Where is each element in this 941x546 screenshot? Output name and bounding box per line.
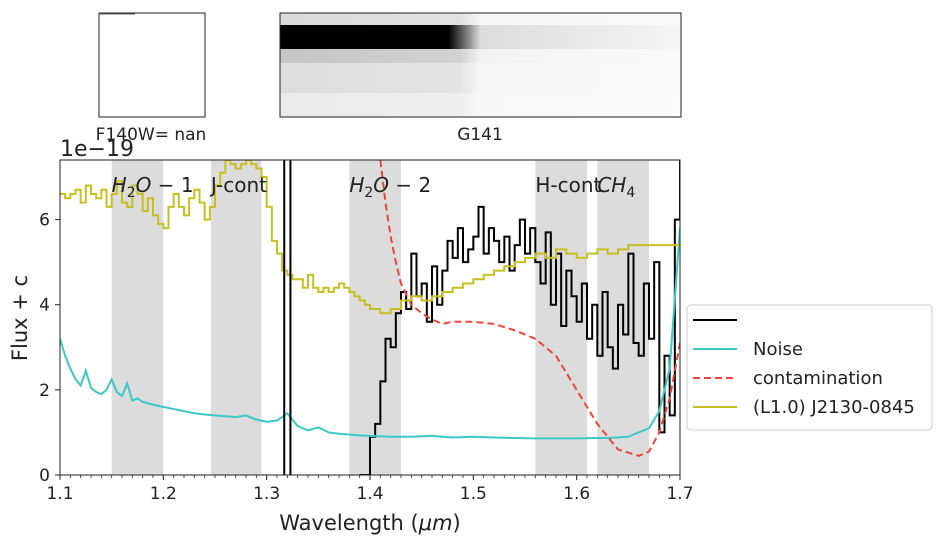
x-tick-label-1: 1.2 (150, 484, 177, 504)
band-2 (349, 160, 401, 475)
series-line-3 (60, 160, 680, 315)
band-label-4: CH4 (597, 173, 635, 201)
legend-label-1: Noise (753, 339, 803, 360)
legend-label-2: contamination (753, 368, 883, 389)
feature-bands (111, 160, 649, 475)
x-tick-label-2: 1.3 (253, 484, 280, 504)
band-0 (111, 160, 164, 475)
spectrum-2d-caption: G141 (457, 125, 503, 145)
x-axis-label: Wavelength (μm) (279, 511, 460, 535)
y-offset-label: 1e−19 (60, 137, 134, 162)
direct-image-caption: F140W= nan (96, 125, 207, 145)
marker-lines (283, 160, 292, 475)
series-layer (60, 160, 680, 475)
legend-label-3: (L1.0) J2130-0845 (753, 397, 915, 418)
band-label-1: J-cont (209, 173, 267, 197)
x-tick-label-5: 1.6 (563, 484, 590, 504)
series-line-2 (379, 160, 680, 457)
series-line-1 (60, 228, 680, 440)
band-1 (210, 160, 262, 475)
x-tick-label-3: 1.4 (356, 484, 383, 504)
band-label-0: H2O − 1 (112, 173, 194, 201)
y-axis-ticks: 0 2 4 6 (39, 211, 60, 486)
band-label-3: H-cont (535, 173, 601, 197)
x-tick-label-6: 1.7 (666, 484, 693, 504)
y-tick-label-1: 2 (39, 381, 50, 401)
y-axis-label: Flux + c (8, 275, 32, 361)
x-axis-ticks: 1.1 1.2 1.3 1.4 1.5 1.6 1.7 (46, 475, 694, 504)
direct-image-thumbnail (98, 12, 206, 118)
x-tick-label-4: 1.5 (460, 484, 487, 504)
y-tick-label-0: 0 (39, 466, 50, 486)
spectrum-2d-thumbnail (279, 12, 682, 118)
legend: Noise contamination (L1.0) J2130-0845 (686, 304, 933, 431)
y-tick-label-2: 4 (39, 296, 50, 316)
y-tick-label-3: 6 (39, 211, 50, 231)
band-label-2: H2O − 2 (349, 173, 431, 201)
x-tick-label-0: 1.1 (46, 484, 73, 504)
